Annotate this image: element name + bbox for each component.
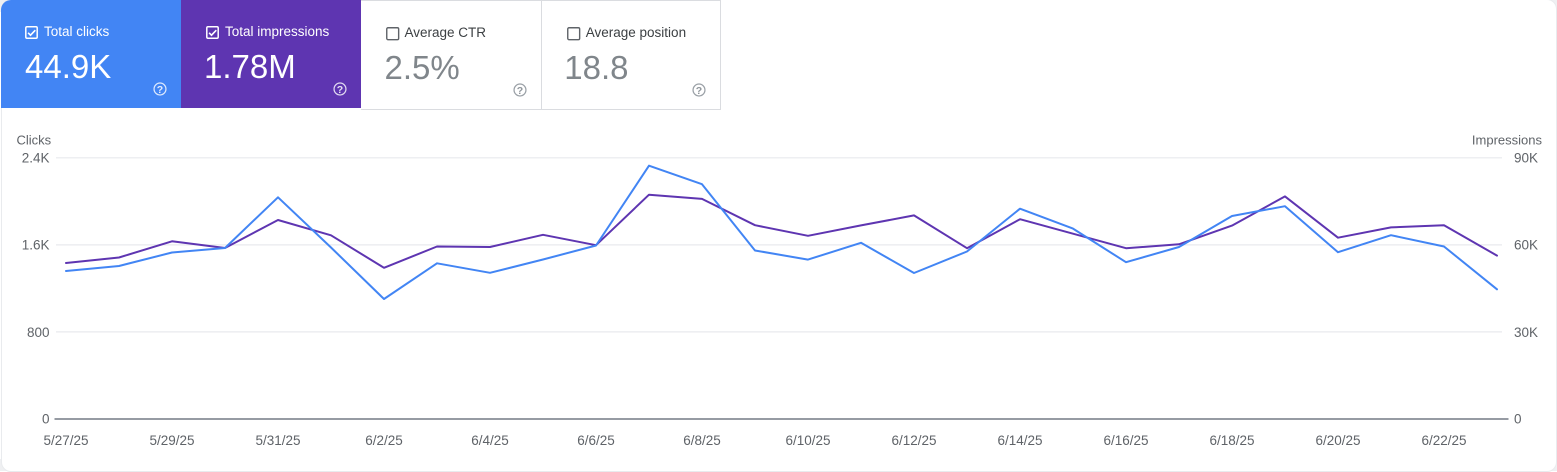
- svg-text:30K: 30K: [1514, 325, 1538, 340]
- svg-text:60K: 60K: [1514, 238, 1538, 253]
- svg-text:6/18/25: 6/18/25: [1209, 433, 1254, 448]
- svg-text:?: ?: [696, 85, 702, 97]
- svg-text:5/27/25: 5/27/25: [43, 433, 88, 448]
- svg-text:90K: 90K: [1514, 151, 1538, 166]
- svg-text:6/16/25: 6/16/25: [1103, 433, 1148, 448]
- svg-text:0: 0: [1514, 412, 1522, 427]
- svg-text:6/12/25: 6/12/25: [891, 433, 936, 448]
- svg-text:1.6K: 1.6K: [22, 238, 50, 253]
- svg-text:6/22/25: 6/22/25: [1421, 433, 1466, 448]
- svg-text:6/2/25: 6/2/25: [365, 433, 403, 448]
- svg-text:0: 0: [42, 412, 50, 427]
- svg-text:800: 800: [27, 325, 50, 340]
- svg-text:Impressions: Impressions: [1472, 133, 1543, 148]
- svg-text:6/20/25: 6/20/25: [1315, 433, 1360, 448]
- svg-text:2.4K: 2.4K: [22, 151, 50, 166]
- svg-text:Clicks: Clicks: [17, 133, 52, 148]
- svg-text:5/31/25: 5/31/25: [255, 433, 300, 448]
- svg-text:6/10/25: 6/10/25: [785, 433, 830, 448]
- svg-text:6/8/25: 6/8/25: [683, 433, 721, 448]
- svg-text:5/29/25: 5/29/25: [149, 433, 194, 448]
- svg-text:?: ?: [337, 84, 343, 96]
- svg-text:?: ?: [516, 85, 522, 97]
- svg-text:6/14/25: 6/14/25: [997, 433, 1042, 448]
- svg-text:6/6/25: 6/6/25: [577, 433, 615, 448]
- svg-text:6/4/25: 6/4/25: [471, 433, 509, 448]
- svg-text:?: ?: [157, 84, 163, 96]
